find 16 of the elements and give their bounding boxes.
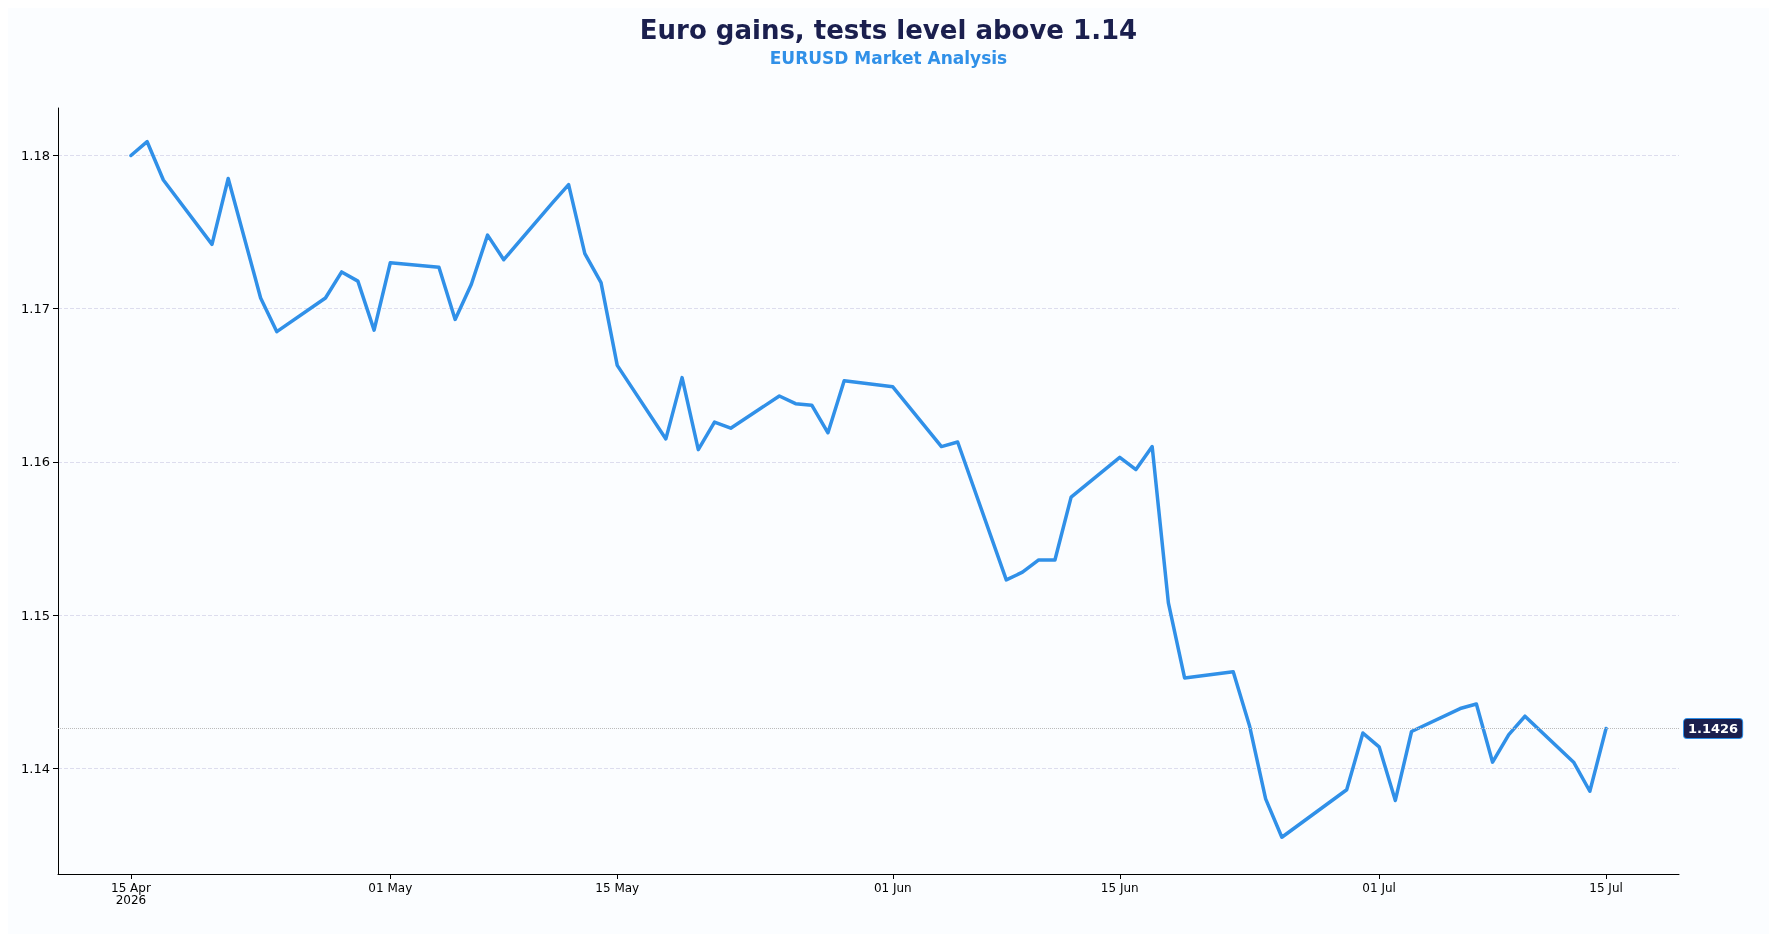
y-tick-label: 1.17	[21, 301, 50, 317]
y-tick-label: 1.16	[21, 454, 50, 470]
y-tick-label: 1.18	[21, 147, 50, 163]
x-tick-label: 01 Jul	[1362, 881, 1396, 895]
line-series	[129, 139, 1608, 839]
x-tick-label: 01 Jun	[873, 881, 912, 895]
x-tick-label: 01 May	[368, 881, 413, 895]
y-tick-label: 1.15	[21, 607, 50, 623]
chart-subtitle: EURUSD Market Analysis	[769, 47, 1008, 68]
x-tick-label: 15 Jun	[1100, 881, 1139, 895]
ref-line-label: 1.1426	[1688, 720, 1739, 736]
y-tick-label: 1.14	[21, 760, 50, 776]
x-tick-label: 15 May	[595, 881, 640, 895]
chart-title: Euro gains, tests level above 1.14	[639, 15, 1138, 45]
x-tick-label: 15 Apr 2026	[111, 881, 151, 907]
x-tick-label: 15 Jul	[1589, 881, 1623, 895]
